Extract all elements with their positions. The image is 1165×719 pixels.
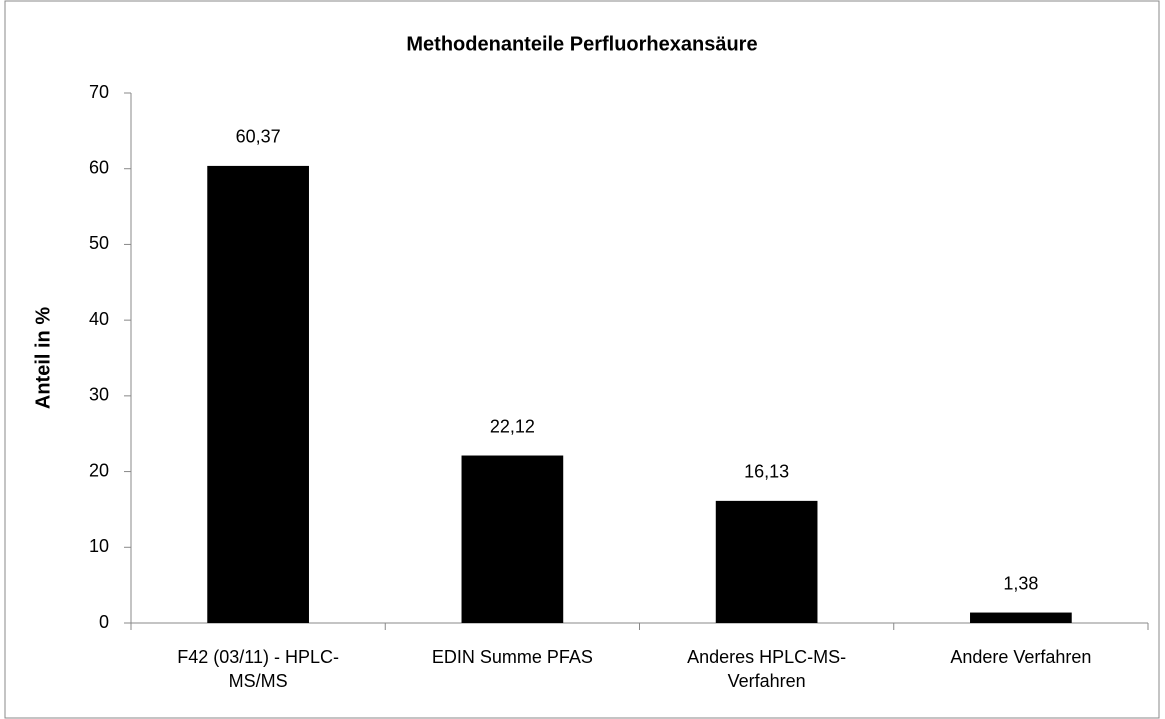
y-tick-label: 10 bbox=[89, 536, 109, 556]
value-label: 22,12 bbox=[490, 416, 535, 436]
bar bbox=[715, 500, 818, 623]
value-label: 16,13 bbox=[744, 462, 789, 482]
chart-title: Methodenanteile Perfluorhexansäure bbox=[406, 33, 757, 55]
chart-frame bbox=[4, 0, 1160, 719]
bar bbox=[970, 612, 1072, 623]
x-tick-label: F42 (03/11) - HPLC-MS/MS bbox=[177, 647, 339, 691]
y-tick-label: 40 bbox=[89, 309, 109, 329]
value-label: 1,38 bbox=[1003, 573, 1038, 593]
x-tick-label: EDIN Summe PFAS bbox=[431, 647, 593, 667]
y-tick-label: 20 bbox=[89, 460, 109, 480]
y-tick-label: 50 bbox=[89, 233, 109, 253]
x-tick-label: Andere Verfahren bbox=[950, 647, 1092, 667]
y-axis-label: Anteil in % bbox=[32, 307, 54, 409]
value-label: 60,37 bbox=[236, 127, 281, 147]
y-tick-label: 60 bbox=[89, 157, 109, 177]
y-tick-label: 0 bbox=[99, 612, 109, 632]
y-tick-label: 30 bbox=[89, 385, 109, 405]
x-tick-label: Anderes HPLC-MS-Verfahren bbox=[687, 647, 847, 691]
y-tick-label: 70 bbox=[89, 82, 109, 102]
bar bbox=[461, 455, 564, 623]
bar bbox=[207, 165, 309, 624]
